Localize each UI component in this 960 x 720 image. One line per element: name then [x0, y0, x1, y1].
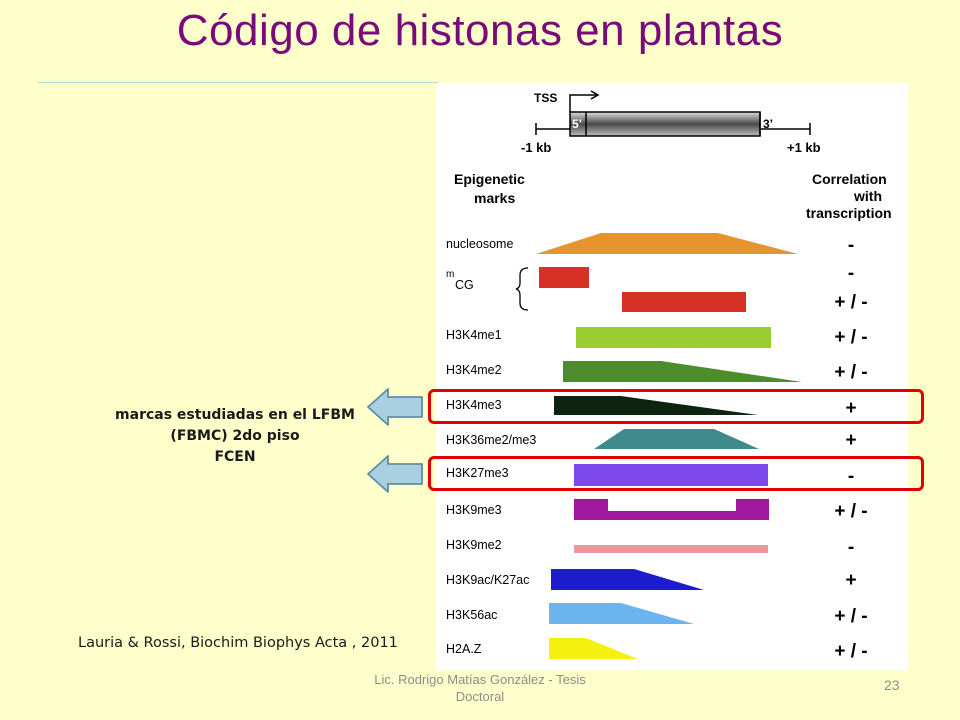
header-epigenetic: Epigenetic: [454, 171, 525, 187]
shape-mcg-2: [622, 292, 746, 312]
shape-h3k27me3: [574, 464, 768, 486]
label-h3k27me3: H3K27me3: [446, 466, 509, 480]
corr-h3k9me2: -: [848, 537, 854, 558]
minus-1kb-label: -1 kb: [521, 140, 551, 155]
pointer-arrow-icon: [367, 388, 423, 426]
label-h3k56ac: H3K56ac: [446, 608, 497, 622]
tss-arrowhead-icon: [590, 90, 600, 100]
title-divider: [38, 82, 438, 83]
five-prime-label: 5’: [572, 117, 582, 131]
tss-label: TSS: [534, 91, 557, 105]
corr-nucleosome: -: [848, 235, 854, 256]
label-h2az: H2A.Z: [446, 642, 482, 656]
corr-h3k9me3: + / -: [834, 501, 867, 522]
corr-h3k9ac-k27ac: +: [845, 570, 856, 591]
header-correlation: Correlation: [812, 171, 887, 187]
shape-h3k4me1: [576, 327, 771, 348]
mcg-brace: [515, 267, 529, 311]
gene-box: [569, 111, 761, 137]
shape-h2az: [549, 638, 638, 659]
highlight-box-h3k27me3: [428, 456, 924, 491]
shape-h3k56ac: [549, 603, 694, 624]
label-h3k9me2: H3K9me2: [446, 538, 502, 552]
shape-h3k36me2-me3: [594, 429, 759, 449]
header-transcription: transcription: [806, 205, 892, 221]
slide-title: Código de histonas en plantas: [176, 6, 784, 55]
label-mcg: CG: [455, 278, 474, 292]
label-mcg-sup: m: [446, 269, 454, 280]
label-h3k4me2: H3K4me2: [446, 363, 502, 377]
corr-h3k4me3: +: [845, 398, 856, 419]
plus-1kb-label: +1 kb: [787, 140, 821, 155]
corr-h3k27me3: -: [848, 466, 854, 487]
highlight-box-h3k4me3: [428, 389, 924, 424]
note-line: FCEN: [214, 449, 256, 465]
corr-h3k4me2: + / -: [834, 362, 867, 383]
tss-arrow: [569, 94, 596, 112]
pointer-arrow-icon: [367, 455, 423, 493]
histone-code-figure: TSS 5’ 3’ -1 kb +1 kb Epigenetic marks C…: [436, 83, 908, 670]
corr-h2az: + / -: [834, 641, 867, 662]
note-line: marcas estudiadas en el LFBM: [115, 407, 355, 423]
corr-h3k36me2-me3: +: [845, 430, 856, 451]
corr-mcg-2: + / -: [834, 292, 867, 313]
shape-mcg-1: [539, 267, 589, 288]
label-h3k4me1: H3K4me1: [446, 328, 502, 342]
gene-diagram: TSS 5’ 3’ -1 kb +1 kb: [521, 90, 821, 155]
header-marks: marks: [474, 190, 515, 206]
note-line: (FBMC) 2do piso: [170, 428, 300, 444]
label-h3k9ac-k27ac: H3K9ac/K27ac: [446, 573, 529, 587]
shape-h3k9me3: [574, 499, 769, 520]
footer-author: Lic. Rodrigo Matías González - Tesis Doc…: [374, 672, 586, 704]
studied-marks-note: marcas estudiadas en el LFBM (FBMC) 2do …: [100, 405, 370, 468]
corr-h3k56ac: + / -: [834, 606, 867, 627]
three-prime-label: 3’: [763, 117, 773, 131]
shape-nucleosome: [536, 233, 798, 254]
corr-h3k4me1: + / -: [834, 327, 867, 348]
label-h3k4me3: H3K4me3: [446, 398, 502, 412]
header-with: with: [853, 188, 882, 204]
shape-h3k9me2: [574, 545, 768, 553]
page-number: 23: [884, 677, 900, 693]
label-h3k36me2-me3: H3K36me2/me3: [446, 433, 536, 447]
shape-h3k9ac-k27ac: [551, 569, 704, 590]
corr-mcg: -: [848, 263, 854, 284]
shape-h3k4me2: [563, 361, 802, 382]
label-h3k9me3: H3K9me3: [446, 503, 502, 517]
shape-h3k4me3: [554, 396, 758, 415]
label-nucleosome: nucleosome: [446, 237, 513, 251]
citation: Lauria & Rossi, Biochim Biophys Acta , 2…: [78, 635, 398, 651]
